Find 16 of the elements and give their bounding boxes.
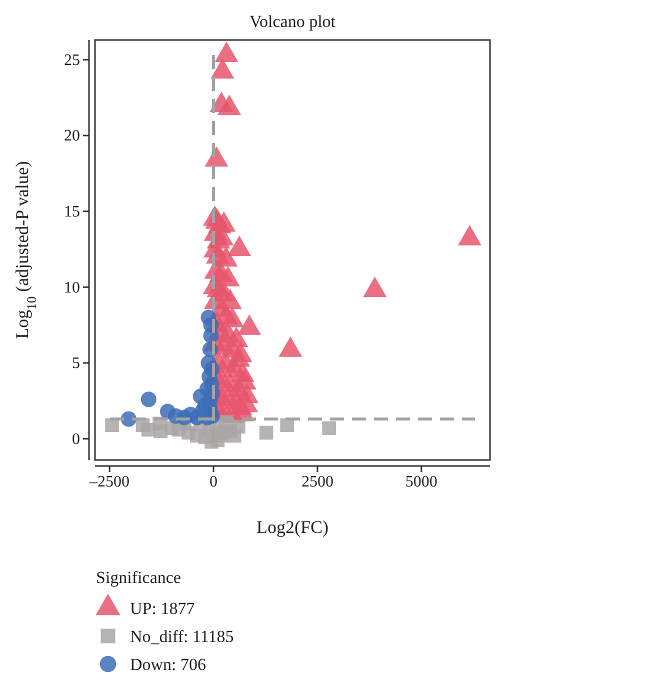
y-tick-label: 0 xyxy=(72,430,80,448)
x-tick-label: –2500 xyxy=(88,473,130,490)
legend-label: No_diff: 11185 xyxy=(130,627,234,646)
y-tick-label: 5 xyxy=(72,355,80,372)
y-tick-label: 20 xyxy=(64,128,80,145)
x-tick-label: 0 xyxy=(210,473,218,490)
y-tick-label: 15 xyxy=(64,203,80,220)
x-axis-title: Log2(FC) xyxy=(256,517,329,537)
legend-title: Significance xyxy=(96,568,181,587)
x-tick-label: 5000 xyxy=(405,473,438,490)
chart-title: Volcano plot xyxy=(249,12,336,31)
legend-label: Down: 706 xyxy=(130,655,206,674)
legend-label: UP: 1877 xyxy=(130,599,196,618)
y-tick-label: 10 xyxy=(64,279,80,296)
x-tick-label: 2500 xyxy=(301,473,334,490)
y-tick-label: 25 xyxy=(64,52,80,69)
